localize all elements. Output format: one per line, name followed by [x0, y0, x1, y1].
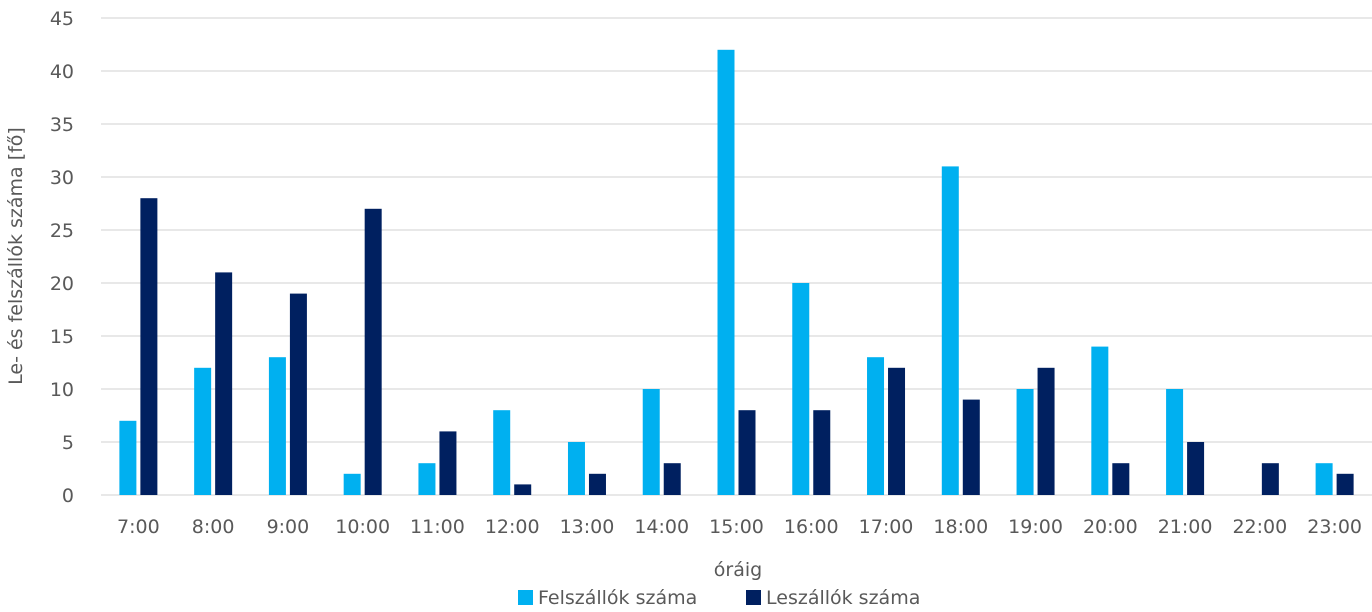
x-tick-label: 10:00: [335, 516, 390, 538]
bar-leszallok: [1037, 367, 1055, 495]
bar-felszallok: [867, 357, 885, 495]
x-tick-label: 14:00: [634, 516, 689, 538]
bar-felszallok: [567, 442, 585, 495]
y-tick-label: 40: [50, 61, 74, 83]
bar-leszallok: [1261, 463, 1279, 495]
y-tick-label: 25: [50, 220, 74, 242]
bar-felszallok: [941, 166, 959, 495]
y-axis-title: Le- és felszállók száma [fő]: [5, 127, 27, 385]
y-tick-label: 35: [50, 114, 74, 136]
bar-felszallok: [717, 49, 735, 496]
legend: Felszállók száma Leszállók száma: [518, 587, 920, 609]
x-tick-label: 13:00: [560, 516, 615, 538]
bars: [119, 49, 1354, 496]
x-tick-label: 20:00: [1083, 516, 1138, 538]
x-tick-label: 23:00: [1307, 516, 1362, 538]
legend-label: Felszállók száma: [538, 587, 697, 609]
bar-felszallok: [792, 283, 810, 495]
x-tick-label: 18:00: [933, 516, 988, 538]
bar-felszallok: [1166, 389, 1184, 495]
x-tick-label: 17:00: [859, 516, 914, 538]
gridlines: [101, 17, 1372, 496]
legend-swatch: [746, 590, 761, 605]
x-tick-label: 19:00: [1008, 516, 1063, 538]
y-tick-label: 15: [50, 326, 74, 348]
bar-leszallok: [1336, 473, 1354, 495]
y-tick-label: 20: [50, 273, 74, 295]
bar-felszallok: [268, 357, 286, 495]
bar-felszallok: [343, 473, 361, 495]
bar-leszallok: [289, 293, 307, 495]
x-tick-label: 15:00: [709, 516, 764, 538]
bar-leszallok: [962, 399, 980, 495]
y-tick-label: 10: [50, 379, 74, 401]
x-tick-label: 7:00: [117, 516, 160, 538]
legend-label: Leszállók száma: [766, 587, 920, 609]
bar-felszallok: [1091, 346, 1109, 495]
x-tick-label: 22:00: [1232, 516, 1287, 538]
x-axis-ticks: 7:00 8:00 9:00 10:00 11:00 12:00 13:00 14:00 15:…: [117, 516, 1362, 538]
x-tick-label: 9:00: [267, 516, 310, 538]
y-tick-label: 0: [62, 485, 74, 507]
bar-felszallok: [119, 420, 137, 495]
bar-leszallok: [813, 410, 831, 495]
x-tick-label: 11:00: [410, 516, 465, 538]
bar-felszallok: [194, 367, 212, 495]
x-tick-label: 16:00: [784, 516, 839, 538]
bar-leszallok: [588, 473, 606, 495]
y-tick-label: 5: [62, 432, 74, 454]
bar-leszallok: [364, 208, 382, 496]
y-axis-ticks: 0 5 10 15 20 25 30 35 40 45: [50, 8, 74, 507]
bar-felszallok: [1315, 463, 1333, 495]
bar-leszallok: [1187, 442, 1205, 495]
x-tick-label: 21:00: [1158, 516, 1213, 538]
x-axis-title: óráig: [714, 559, 762, 581]
bar-leszallok: [888, 367, 906, 495]
bar-leszallok: [215, 272, 233, 495]
bar-leszallok: [663, 463, 681, 495]
legend-swatch: [518, 590, 533, 605]
bar-felszallok: [493, 410, 511, 495]
bar-leszallok: [439, 431, 457, 495]
y-tick-label: 30: [50, 167, 74, 189]
bar-felszallok: [418, 463, 436, 495]
bar-leszallok: [140, 198, 158, 495]
bar-leszallok: [514, 484, 532, 495]
bar-felszallok: [1016, 389, 1034, 495]
bar-felszallok: [642, 389, 660, 495]
x-tick-label: 8:00: [192, 516, 235, 538]
bar-leszallok: [1112, 463, 1130, 495]
y-tick-label: 45: [50, 8, 74, 30]
x-tick-label: 12:00: [485, 516, 540, 538]
bar-leszallok: [738, 410, 756, 495]
